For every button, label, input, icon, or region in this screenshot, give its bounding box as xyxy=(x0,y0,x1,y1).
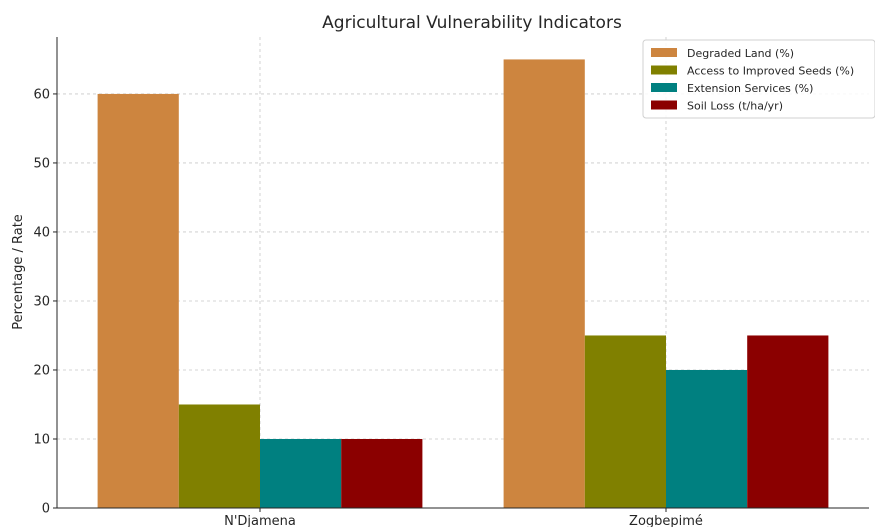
bar xyxy=(97,93,179,508)
legend-label: Degraded Land (%) xyxy=(687,47,794,60)
legend-box xyxy=(642,39,875,119)
legend-label: Extension Services (%) xyxy=(687,82,813,95)
legend-label: Soil Loss (t/ha/yr) xyxy=(687,100,783,113)
y-tick-label: 40 xyxy=(33,225,50,240)
x-tick-label: N'Djamena xyxy=(224,514,296,527)
y-tick-label: 50 xyxy=(33,156,50,171)
bar xyxy=(747,335,829,508)
bar xyxy=(341,438,423,508)
legend-swatch xyxy=(651,83,677,92)
y-tick-label: 30 xyxy=(33,294,50,309)
bar xyxy=(260,438,342,508)
legend-swatch xyxy=(651,48,677,57)
bar xyxy=(503,59,585,509)
y-tick-label: 60 xyxy=(33,87,50,102)
bars xyxy=(97,59,829,509)
y-axis-label: Percentage / Rate xyxy=(11,214,26,330)
y-tick-label: 10 xyxy=(33,432,50,447)
axes: 0 10 20 30 40 50 60 N'Djamena Zogbepimé xyxy=(33,37,869,527)
bar xyxy=(584,335,666,508)
bar xyxy=(666,369,748,508)
legend-label: Access to Improved Seeds (%) xyxy=(687,65,854,78)
y-tick-label: 0 xyxy=(42,502,50,517)
legend-swatch xyxy=(651,65,677,75)
legend-swatch xyxy=(651,100,677,110)
bar xyxy=(178,404,260,508)
legend: Degraded Land (%) Access to Improved Seed… xyxy=(642,39,875,119)
y-tick-label: 20 xyxy=(33,363,50,378)
chart-title: Agricultural Vulnerability Indicators xyxy=(322,13,622,33)
x-tick-label: Zogbepimé xyxy=(629,514,703,527)
